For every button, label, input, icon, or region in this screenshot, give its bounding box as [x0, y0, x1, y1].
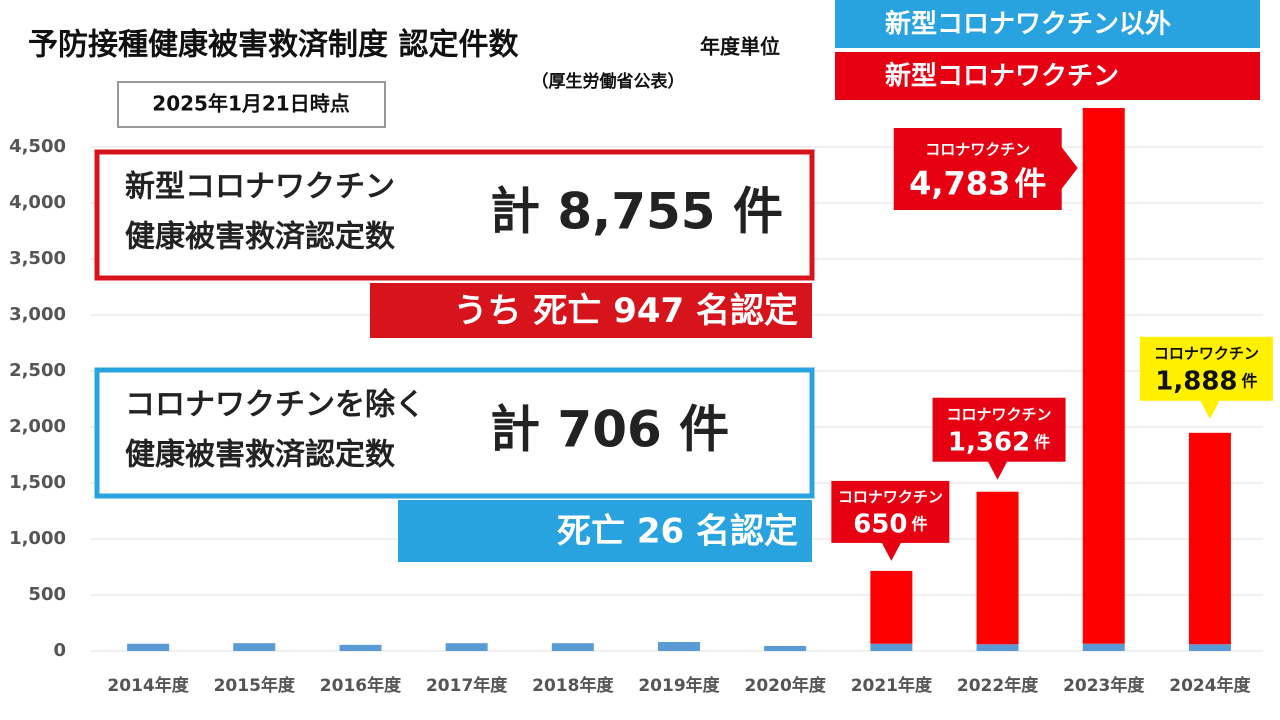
- legend-swatch: [835, 0, 1260, 48]
- summary-total: 計 8,755 件: [490, 183, 783, 241]
- summary-total: 計 706 件: [490, 401, 729, 459]
- callout-arrow: [881, 541, 902, 561]
- bar: [976, 644, 1019, 651]
- value-label-group: 4,783 件: [909, 164, 1046, 202]
- value-label: 4,783: [909, 164, 1010, 202]
- summary-box: [94, 149, 815, 281]
- callout-box: [932, 397, 1066, 462]
- y-tick-label: 3,500: [9, 248, 66, 269]
- value-label: 1,888: [1155, 366, 1237, 396]
- summary-line: コロナワクチンを除く: [125, 388, 425, 423]
- y-tick-label: 3,000: [9, 304, 66, 325]
- summary-line: 新型コロナワクチン: [125, 170, 395, 205]
- x-tick-label: 2015年度: [214, 675, 296, 696]
- callout-arrow: [1199, 399, 1220, 419]
- bar: [233, 643, 276, 651]
- date-note: 2025年1月21日時点: [152, 92, 349, 116]
- callout-arrow: [1060, 146, 1078, 190]
- y-tick-label: 4,500: [9, 136, 66, 157]
- bar: [870, 570, 913, 644]
- x-tick-label: 2021年度: [851, 675, 933, 696]
- bar: [658, 642, 700, 651]
- x-tick-label: 2020年度: [745, 675, 827, 696]
- value-unit: 件: [1242, 371, 1258, 390]
- bar: [1188, 644, 1231, 651]
- callout-label: コロナワクチン: [838, 488, 943, 506]
- value-unit: 件: [911, 514, 927, 533]
- value-label-group: 650 件: [853, 509, 927, 539]
- value-unit: 件: [1034, 432, 1050, 451]
- callout-box: [893, 128, 1062, 210]
- summary-band: [370, 283, 812, 338]
- source: （厚生労働省公表）: [532, 71, 685, 92]
- callout-arrow: [987, 460, 1008, 480]
- y-tick-label: 1,500: [9, 472, 66, 493]
- y-tick-label: 2,500: [9, 360, 66, 381]
- bar: [127, 643, 170, 651]
- legend-label: 新型コロナワクチン以外: [885, 9, 1171, 40]
- bar: [445, 643, 488, 651]
- y-tick-label: 0: [53, 640, 66, 661]
- legend-swatch: [835, 52, 1260, 100]
- x-tick-label: 2022年度: [957, 675, 1039, 696]
- y-tick-label: 2,000: [9, 416, 66, 437]
- x-tick-label: 2023年度: [1063, 675, 1145, 696]
- value-label: 650: [853, 509, 907, 539]
- callout-label: コロナワクチン: [925, 141, 1030, 159]
- summary-deaths: うち 死亡 947 名認定: [454, 291, 798, 331]
- value-label-group: 1,888 件: [1155, 366, 1257, 396]
- bar: [976, 491, 1019, 645]
- summary-line: 健康被害救済認定数: [125, 438, 396, 473]
- bar: [339, 644, 382, 651]
- value-label-group: 1,362 件: [948, 427, 1050, 457]
- bar: [1082, 643, 1125, 651]
- summary-deaths: 死亡 26 名認定: [557, 512, 798, 552]
- y-tick-label: 1,000: [9, 528, 66, 549]
- bar: [764, 645, 807, 651]
- chart-title: 予防接種健康被害救済制度 認定件数: [28, 28, 519, 63]
- x-tick-label: 2019年度: [638, 675, 720, 696]
- chart-subtitle: 年度単位: [700, 35, 780, 59]
- value-label: 1,362: [948, 427, 1030, 457]
- summary-box: [94, 367, 815, 499]
- y-tick-label: 500: [28, 584, 66, 605]
- x-tick-label: 2014年度: [107, 675, 189, 696]
- bar: [1082, 108, 1125, 644]
- x-tick-label: 2024年度: [1169, 675, 1251, 696]
- bar: [551, 643, 594, 651]
- legend-label: 新型コロナワクチン: [885, 61, 1119, 92]
- callout-box: [1139, 336, 1273, 401]
- bar: [870, 643, 913, 651]
- callout-label: コロナワクチン: [1154, 345, 1259, 363]
- date-box: [117, 81, 386, 128]
- y-tick-label: 4,000: [9, 192, 66, 213]
- value-unit: 件: [1014, 164, 1046, 202]
- callout-box: [831, 480, 950, 543]
- summary-line: 健康被害救済認定数: [125, 220, 396, 255]
- callout-label: コロナワクチン: [947, 406, 1052, 424]
- x-tick-label: 2017年度: [426, 675, 508, 696]
- bars: 2014年度 2015年度 2016年度 2017年度 2018年度 2019年度 2020…: [107, 108, 1252, 696]
- x-tick-label: 2016年度: [320, 675, 402, 696]
- summary-band: [398, 500, 812, 562]
- bar: [1188, 432, 1231, 645]
- x-tick-label: 2018年度: [532, 675, 614, 696]
